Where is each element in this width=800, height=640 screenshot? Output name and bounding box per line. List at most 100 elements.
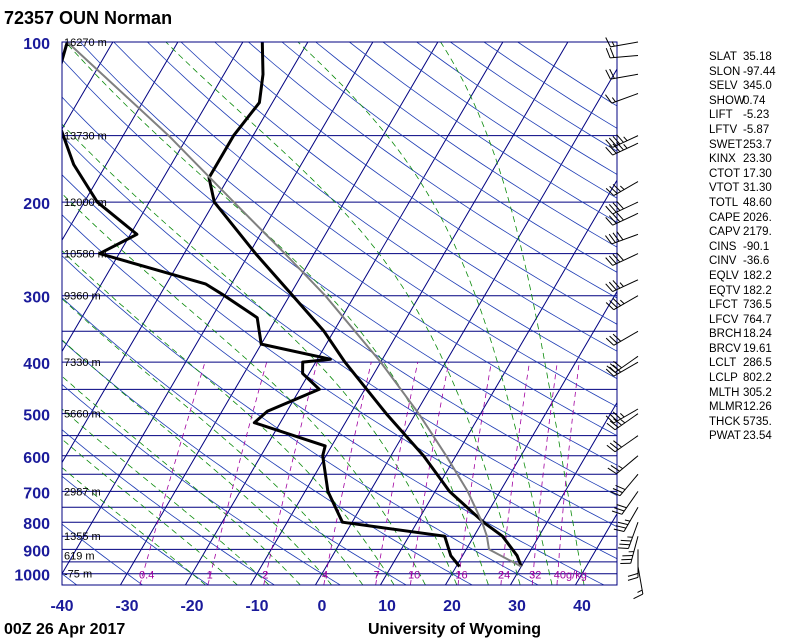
wind-barb-flag — [605, 337, 615, 346]
index-name: LFCV — [709, 313, 739, 326]
wind-barb-flag — [606, 444, 616, 453]
index-row: SLON -97.44 — [709, 65, 799, 80]
wind-barb-flag — [605, 235, 613, 245]
mixing-ratio-line — [457, 362, 492, 585]
index-name: TOTL — [709, 196, 739, 209]
index-row: MLMR 12.26 — [709, 400, 799, 415]
temperature-tick-label: 0 — [318, 598, 327, 615]
wind-barb-flag — [605, 48, 611, 59]
index-row: CINS -90.1 — [709, 240, 799, 255]
pressure-tick-label: 400 — [23, 356, 50, 373]
wind-barb-staff — [612, 142, 639, 156]
wind-barb-flag — [608, 281, 617, 291]
pressure-tick-label: 900 — [23, 543, 50, 560]
index-value: 12.26 — [743, 401, 772, 414]
wind-barb-flag — [633, 593, 644, 600]
wind-barb-flag — [609, 335, 618, 344]
wind-barb-flag — [609, 47, 615, 58]
dry-adiabat-line — [180, 42, 617, 352]
wind-barb-staff — [611, 233, 639, 245]
index-row: CTOT 17.30 — [709, 167, 799, 182]
wind-barb-flag — [612, 253, 621, 263]
mixing-ratio-label: 1 — [207, 570, 213, 582]
wind-barb-flag — [605, 188, 615, 196]
wind-barb-flag — [617, 547, 629, 550]
moist-adiabat-line — [65, 42, 489, 585]
index-row: LCLT 286.5 — [709, 356, 799, 371]
pressure-tick-label: 100 — [23, 36, 50, 53]
index-value: 253.7 — [743, 138, 772, 151]
wind-barb-flag — [627, 576, 639, 581]
moist-adiabat-line — [62, 298, 364, 585]
wind-barb-flag — [608, 255, 617, 265]
index-name: SHOW — [709, 94, 745, 107]
height-label: 7330 m — [64, 357, 101, 369]
wind-barb-flag — [611, 510, 623, 515]
dry-adiabat-line — [62, 58, 617, 466]
wind-barbs — [605, 37, 644, 600]
dry-adiabat-line — [281, 42, 617, 273]
profile-line-dewpoint — [62, 42, 461, 568]
height-label: -75 m — [64, 569, 92, 581]
index-name: SLON — [709, 65, 741, 78]
index-row: KINX 23.30 — [709, 152, 799, 167]
wind-barb-staff — [612, 253, 639, 266]
wind-barb-flag — [605, 368, 615, 377]
index-value: 736.5 — [743, 299, 772, 312]
wind-barb-flag — [616, 503, 627, 509]
height-label: 619 m — [64, 551, 95, 563]
height-label: 10580 m — [64, 249, 107, 261]
wind-barb — [617, 522, 639, 550]
wind-barb-staff — [611, 93, 639, 104]
mixing-ratio-line — [323, 362, 372, 585]
wind-barb — [605, 408, 639, 424]
index-row: SWET 253.7 — [709, 138, 799, 153]
index-value: 764.7 — [743, 313, 772, 326]
mixing-ratio-label: 16 — [455, 570, 467, 582]
moist-adiabat-line — [62, 467, 206, 585]
index-name: LFTV — [709, 123, 738, 136]
index-value: 286.5 — [743, 357, 772, 370]
wind-barb-flag — [612, 232, 620, 242]
index-row: MLTH 305.2 — [709, 386, 799, 401]
wind-barb-flag — [616, 200, 624, 210]
index-name: BRCV — [709, 342, 741, 355]
height-label: 16270 m — [64, 37, 107, 49]
chart-title: 72357 OUN Norman — [4, 8, 172, 28]
index-name: SLAT — [709, 51, 737, 63]
isotherm-line — [444, 290, 617, 585]
dry-adiabat-line — [62, 214, 605, 585]
wind-barb-flag — [619, 543, 630, 546]
index-row: LIFT -5.23 — [709, 108, 799, 123]
temperature-tick-label: 40 — [573, 598, 591, 615]
temperature-tick-label: -40 — [50, 598, 73, 615]
wind-barb-staff — [612, 212, 639, 226]
moist-adiabat-line — [440, 42, 585, 585]
wind-barb-staff — [613, 295, 639, 311]
moist-adiabat-line — [297, 42, 553, 585]
isotherm-line — [184, 42, 504, 585]
index-row: LFCV 764.7 — [709, 313, 799, 328]
wind-barb-flag — [612, 298, 622, 307]
wind-barb-flag — [605, 415, 615, 424]
index-value: 802.2 — [743, 372, 772, 385]
wind-barb-flag — [605, 257, 613, 266]
mixing-ratio-label: 7 — [374, 570, 380, 582]
wind-barb-half-flag — [620, 185, 625, 190]
wind-barb-flag — [605, 205, 613, 215]
wind-barb — [605, 252, 639, 266]
wind-barb-staff — [627, 522, 639, 549]
wind-barb-flag — [609, 413, 618, 422]
wind-barb-staff — [613, 361, 639, 377]
height-label: 13730 m — [64, 131, 107, 143]
isotherm-line — [119, 42, 439, 585]
index-row: THCK 5735. — [709, 415, 799, 430]
wind-barb-flag — [609, 442, 619, 450]
wind-barb — [605, 361, 639, 377]
dry-adiabat-line — [79, 42, 617, 437]
dry-adiabat-line — [62, 297, 473, 585]
wind-barb — [627, 549, 639, 581]
height-label: 5660 m — [64, 409, 101, 421]
wind-barb-staff — [637, 566, 644, 595]
index-value: -5.23 — [743, 109, 770, 122]
